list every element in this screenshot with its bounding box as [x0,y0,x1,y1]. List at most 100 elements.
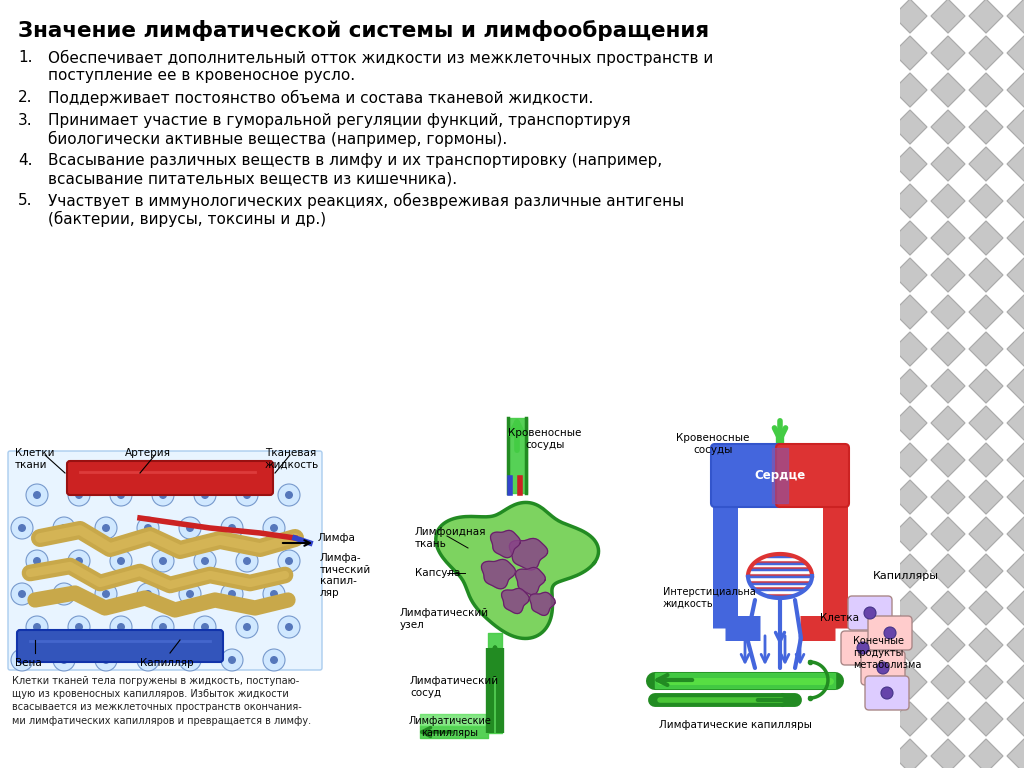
Polygon shape [931,702,965,736]
Polygon shape [893,295,927,329]
Circle shape [26,484,48,506]
Polygon shape [969,739,1002,768]
Polygon shape [931,332,965,366]
Polygon shape [893,517,927,551]
Text: Клетка: Клетка [820,613,859,623]
Polygon shape [1007,628,1024,662]
Circle shape [137,649,159,671]
Circle shape [144,656,152,664]
Polygon shape [969,628,1002,662]
Text: Принимает участие в гуморальной регуляции функций, транспортируя: Принимает участие в гуморальной регуляци… [48,113,631,128]
Text: поступление ее в кровеносное русло.: поступление ее в кровеносное русло. [48,68,355,83]
Circle shape [201,557,209,565]
Circle shape [194,484,216,506]
Circle shape [152,484,174,506]
Polygon shape [748,554,812,598]
Text: Капилляры: Капилляры [873,571,939,581]
Polygon shape [1007,406,1024,440]
Circle shape [221,583,243,605]
Circle shape [159,623,167,631]
Polygon shape [931,110,965,144]
Polygon shape [969,554,1002,588]
Text: Интерстициальна
жидкость: Интерстициальна жидкость [663,588,756,609]
Polygon shape [893,406,927,440]
Text: Лимфатические капилляры: Лимфатические капилляры [658,720,811,730]
Circle shape [152,550,174,572]
Circle shape [102,656,110,664]
Polygon shape [893,221,927,255]
Circle shape [152,616,174,638]
Text: Артерия: Артерия [125,448,171,458]
Text: Клетки тканей тела погружены в жидкость, поступаю-
щую из кровеносных капилляров: Клетки тканей тела погружены в жидкость,… [12,676,311,726]
Polygon shape [1007,36,1024,70]
Polygon shape [481,559,515,589]
FancyBboxPatch shape [868,616,912,650]
Polygon shape [1007,258,1024,292]
Circle shape [228,656,236,664]
Circle shape [95,649,117,671]
Circle shape [236,550,258,572]
Text: Значение лимфатической системы и лимфообращения: Значение лимфатической системы и лимфооб… [18,20,710,41]
Polygon shape [1007,332,1024,366]
FancyBboxPatch shape [8,451,322,670]
Text: Капсула: Капсула [415,568,461,578]
Circle shape [159,491,167,499]
Polygon shape [969,702,1002,736]
Polygon shape [1007,0,1024,33]
Text: 3.: 3. [18,113,33,128]
Circle shape [263,517,285,539]
Circle shape [144,590,152,598]
Polygon shape [969,184,1002,218]
Polygon shape [931,739,965,768]
Polygon shape [893,184,927,218]
Polygon shape [893,73,927,107]
Polygon shape [1007,702,1024,736]
Circle shape [117,623,125,631]
Circle shape [201,491,209,499]
Circle shape [26,550,48,572]
Circle shape [194,550,216,572]
Circle shape [53,649,75,671]
Circle shape [285,557,293,565]
Circle shape [236,484,258,506]
Polygon shape [893,554,927,588]
Polygon shape [969,0,1002,33]
Circle shape [26,616,48,638]
Text: (бактерии, вирусы, токсины и др.): (бактерии, вирусы, токсины и др.) [48,211,326,227]
Polygon shape [931,665,965,699]
Circle shape [33,557,41,565]
Polygon shape [509,538,548,570]
Polygon shape [969,332,1002,366]
FancyBboxPatch shape [848,596,892,630]
Polygon shape [893,110,927,144]
Polygon shape [1007,591,1024,625]
Text: 2.: 2. [18,90,33,105]
Polygon shape [931,147,965,181]
Polygon shape [1007,554,1024,588]
Polygon shape [893,628,927,662]
Polygon shape [969,147,1002,181]
Circle shape [102,590,110,598]
Polygon shape [931,443,965,477]
Polygon shape [969,591,1002,625]
Circle shape [95,583,117,605]
Polygon shape [931,591,965,625]
Circle shape [95,517,117,539]
Circle shape [11,649,33,671]
Text: Конечные
продукты
метаболизма: Конечные продукты метаболизма [853,637,922,670]
Polygon shape [969,258,1002,292]
Circle shape [263,583,285,605]
Circle shape [236,616,258,638]
Polygon shape [931,295,965,329]
Polygon shape [969,295,1002,329]
Polygon shape [490,531,520,558]
Circle shape [159,557,167,565]
Circle shape [186,656,194,664]
Circle shape [228,524,236,532]
Circle shape [263,649,285,671]
Circle shape [278,616,300,638]
Circle shape [186,590,194,598]
Circle shape [11,517,33,539]
Circle shape [864,607,876,619]
FancyBboxPatch shape [0,0,900,768]
